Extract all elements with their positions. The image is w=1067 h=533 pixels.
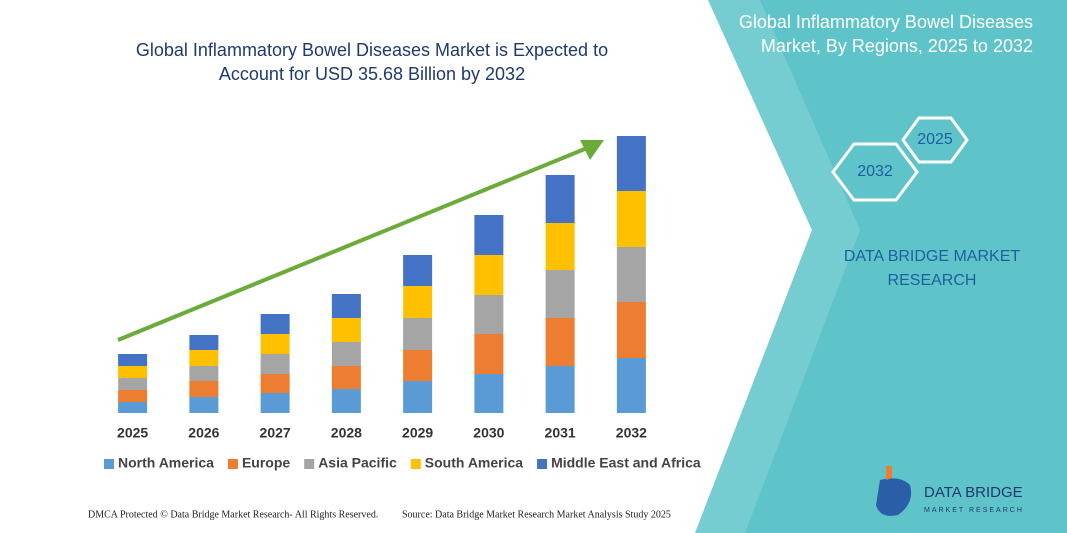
bar-segment bbox=[331, 389, 361, 413]
trend-arrowhead bbox=[580, 140, 604, 160]
logo-icon bbox=[876, 478, 912, 516]
legend-label: South America bbox=[425, 455, 523, 471]
logo-tagline: MARKET RESEARCH bbox=[924, 507, 1024, 514]
bar-segment bbox=[189, 397, 219, 413]
legend-swatch bbox=[537, 459, 548, 469]
bar-segment bbox=[545, 270, 575, 318]
hexagon-label: 2032 bbox=[857, 163, 893, 180]
bar-segment bbox=[545, 175, 575, 223]
bar-segment bbox=[545, 318, 575, 366]
bar-segment bbox=[474, 215, 504, 255]
bar-segment bbox=[545, 223, 575, 270]
bar-segment bbox=[189, 335, 219, 350]
legend-label: North America bbox=[118, 455, 214, 471]
x-tick-label: 2028 bbox=[331, 425, 362, 441]
bar-segment bbox=[260, 374, 290, 393]
bar-segment bbox=[474, 374, 504, 413]
bar-segment bbox=[616, 191, 646, 247]
bar-segment bbox=[616, 136, 646, 191]
legend-label: Europe bbox=[242, 455, 290, 471]
bar-segment bbox=[331, 366, 361, 389]
x-tick-label: 2025 bbox=[117, 425, 148, 441]
bar-segment bbox=[331, 318, 361, 342]
legend-label: Middle East and Africa bbox=[551, 455, 701, 471]
bar-segment bbox=[403, 350, 433, 381]
chart-title: Global Inflammatory Bowel Diseases Marke… bbox=[135, 40, 609, 84]
hexagon bbox=[831, 142, 919, 202]
bar-segment bbox=[474, 334, 504, 374]
legend-swatch bbox=[304, 459, 315, 469]
bar-segment bbox=[403, 255, 433, 286]
panel-title: Global Inflammatory Bowel Diseases Marke… bbox=[738, 12, 1033, 56]
trend-arrow bbox=[117, 144, 593, 342]
x-tick-label: 2030 bbox=[473, 425, 504, 441]
bar-segment bbox=[474, 255, 504, 295]
legend-label: Asia Pacific bbox=[318, 455, 397, 471]
bar-segment bbox=[118, 354, 148, 366]
bar-segment bbox=[403, 286, 433, 318]
bar-segment bbox=[118, 366, 148, 378]
bar-segment bbox=[118, 390, 148, 402]
bar-segment bbox=[260, 334, 290, 354]
bar-segment bbox=[189, 350, 219, 366]
bar-segment bbox=[260, 354, 290, 374]
bar-segment bbox=[260, 314, 290, 334]
x-tick-label: 2029 bbox=[402, 425, 433, 441]
footer-left: DMCA Protected © Data Bridge Market Rese… bbox=[88, 509, 378, 520]
x-tick-label: 2032 bbox=[616, 425, 647, 441]
bar-segment bbox=[189, 381, 219, 397]
bar-segment bbox=[616, 358, 646, 413]
bar-segment bbox=[189, 366, 219, 381]
logo-name: DATA BRIDGE bbox=[924, 484, 1023, 501]
bar-segment bbox=[616, 247, 646, 302]
bar-segment bbox=[616, 302, 646, 358]
panel-brand: DATA BRIDGE MARKET RESEARCH bbox=[843, 248, 1021, 289]
bar-segment bbox=[403, 318, 433, 350]
x-tick-label: 2026 bbox=[188, 425, 219, 441]
x-tick-label: 2031 bbox=[545, 425, 576, 441]
panel-band bbox=[695, 0, 860, 533]
logo-icon bbox=[886, 466, 892, 480]
legend-swatch bbox=[410, 459, 421, 469]
x-tick-label: 2027 bbox=[260, 425, 291, 441]
bar-segment bbox=[474, 295, 504, 334]
hexagon-label: 2025 bbox=[917, 131, 953, 148]
hexagon bbox=[901, 116, 969, 164]
bar-segment bbox=[331, 294, 361, 318]
bar-segment bbox=[118, 378, 148, 390]
legend-swatch bbox=[227, 459, 238, 469]
bar-segment bbox=[545, 366, 575, 413]
bar-segment bbox=[118, 402, 148, 413]
legend-swatch bbox=[104, 459, 114, 469]
bar-segment bbox=[331, 342, 361, 366]
footer-right: Source: Data Bridge Market Research Mark… bbox=[402, 509, 671, 520]
bar-segment bbox=[403, 381, 433, 413]
bar-segment bbox=[260, 393, 290, 413]
